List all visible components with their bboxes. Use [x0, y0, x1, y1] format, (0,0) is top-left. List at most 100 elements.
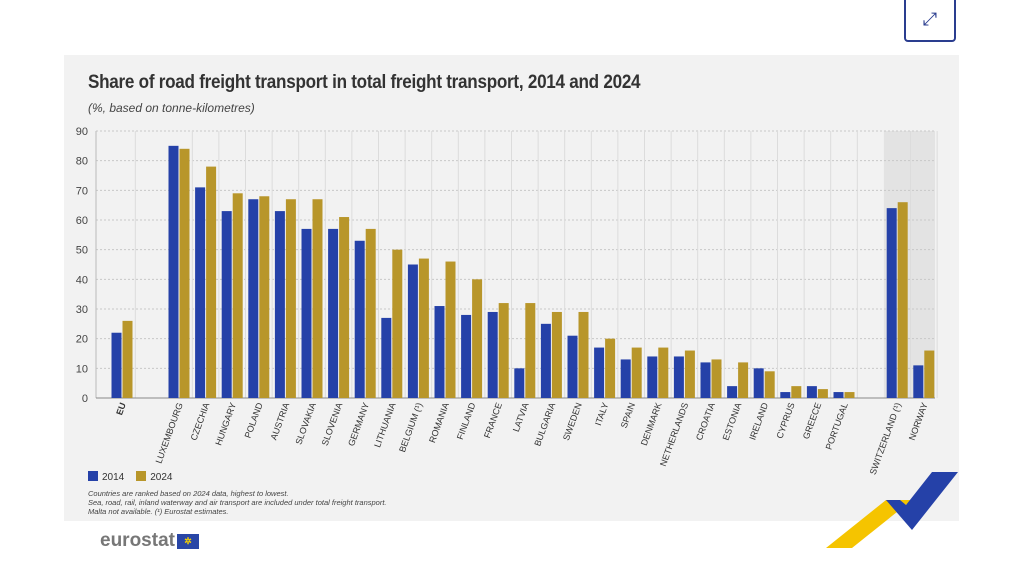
- bar-2024-netherlands: [684, 350, 695, 398]
- note: Malta not available. (¹) Eurostat estima…: [88, 507, 229, 516]
- x-tick-label: GREECE: [801, 401, 823, 440]
- bar-2014-luxembourg: [168, 145, 179, 398]
- x-tick-label: CROATIA: [694, 401, 717, 441]
- bar-2024-portugal: [844, 392, 855, 398]
- bar-2014-norway: [913, 365, 924, 398]
- bar-2024-germany: [365, 228, 376, 398]
- bar-2014-switzerland: [886, 208, 897, 398]
- bar-2024-norway: [924, 350, 935, 398]
- y-tick-label: 0: [82, 393, 88, 405]
- x-tick-label: IRELAND: [747, 401, 770, 442]
- bar-2024-austria: [285, 199, 296, 398]
- x-tick-label: PORTUGAL: [824, 401, 850, 451]
- x-tick-label: EU: [114, 401, 128, 416]
- bar-2024-sweden: [578, 311, 589, 398]
- y-tick-label: 80: [76, 156, 88, 168]
- x-tick-label: SWEDEN: [561, 401, 584, 442]
- bar-2024-romania: [445, 261, 456, 398]
- bar-2014-cyprus: [780, 392, 791, 398]
- chart-title: Share of road freight transport in total…: [88, 72, 641, 93]
- bar-2014-croatia: [700, 362, 711, 398]
- x-tick-label: SLOVAKIA: [293, 401, 317, 446]
- bar-2014-sweden: [567, 335, 578, 398]
- bar-2024-bulgaria: [551, 311, 562, 398]
- x-tick-label: ITALY: [593, 401, 610, 427]
- bar-2014-lithuania: [381, 317, 392, 398]
- x-tick-label: CYPRUS: [774, 401, 796, 440]
- bar-2014-france: [487, 311, 498, 398]
- x-tick-label: HUNGARY: [213, 401, 238, 447]
- y-tick-label: 50: [76, 245, 88, 257]
- legend: 2014 2024: [88, 471, 173, 483]
- bar-2014-belgium: [407, 264, 418, 398]
- bar-2014-latvia: [514, 368, 525, 398]
- x-tick-label: POLAND: [243, 401, 265, 440]
- note: Sea, road, rail, inland waterway and air…: [88, 498, 387, 507]
- bar-2014-bulgaria: [540, 323, 551, 398]
- bar-2024-italy: [605, 338, 616, 398]
- bar-2014-austria: [274, 211, 285, 398]
- y-tick-label: 60: [76, 215, 88, 227]
- bar-2014-spain: [620, 359, 631, 398]
- bar-2014-slovakia: [301, 228, 312, 398]
- x-tick-label: SLOVENIA: [320, 401, 345, 447]
- bar-2024-slovenia: [339, 217, 350, 398]
- x-tick-label: CZECHIA: [189, 401, 212, 442]
- bar-2024-luxembourg: [179, 148, 190, 398]
- bar-2024-spain: [631, 347, 642, 398]
- y-tick-label: 40: [76, 274, 88, 286]
- x-tick-label: LATVIA: [511, 401, 531, 433]
- x-tick-label: NETHERLANDS: [658, 401, 690, 467]
- eu-flag-icon: ✲: [176, 533, 199, 549]
- y-tick-label: 90: [76, 126, 88, 138]
- bar-2014-eu: [111, 332, 122, 398]
- y-tick-label: 30: [76, 304, 88, 316]
- x-tick-label: NORWAY: [907, 401, 930, 441]
- bar-2014-denmark: [647, 356, 658, 398]
- bar-2024-denmark: [658, 347, 669, 398]
- x-tick-label: ESTONIA: [721, 401, 744, 441]
- x-tick-label: GERMANY: [346, 401, 371, 447]
- bar-2014-slovenia: [328, 228, 339, 398]
- bar-2014-poland: [248, 199, 259, 398]
- bar-2024-estonia: [738, 362, 749, 398]
- bar-2024-france: [498, 303, 509, 398]
- y-tick-label: 10: [76, 363, 88, 375]
- x-tick-label: DENMARK: [639, 401, 664, 447]
- eurostat-logo: eurostat ✲: [100, 530, 199, 552]
- x-tick-label: AUSTRIA: [269, 401, 292, 441]
- bar-2024-ireland: [764, 371, 775, 398]
- expand-icon: ⤢: [922, 8, 938, 29]
- bar-2024-cyprus: [791, 386, 802, 398]
- bar-2014-portugal: [833, 392, 844, 398]
- x-tick-label: FRANCE: [482, 401, 504, 439]
- bar-2014-italy: [594, 347, 605, 398]
- x-tick-label: FINLAND: [455, 401, 478, 441]
- bar-2024-switzerland: [897, 202, 908, 398]
- bar-2024-slovakia: [312, 199, 323, 398]
- bar-2024-croatia: [711, 359, 722, 398]
- bar-2024-finland: [472, 279, 483, 398]
- bar-2014-romania: [434, 306, 445, 398]
- legend-item-2014: 2014: [88, 471, 124, 483]
- bar-2014-greece: [806, 386, 817, 398]
- bar-2024-greece: [817, 389, 828, 398]
- bar-2024-latvia: [525, 303, 536, 398]
- bar-2014-hungary: [221, 211, 232, 398]
- legend-item-2024: 2024: [136, 471, 173, 483]
- expand-button[interactable]: ⤢: [904, 0, 956, 42]
- bar-2014-czechia: [195, 187, 206, 398]
- x-tick-label: ROMANIA: [427, 401, 451, 444]
- x-tick-label: BELGIUM (¹): [397, 401, 424, 453]
- bar-2024-hungary: [232, 193, 243, 398]
- x-tick-label: LITHUANIA: [372, 401, 397, 449]
- bar-2024-belgium: [418, 258, 429, 398]
- bar-2014-ireland: [753, 368, 764, 398]
- bar-2014-finland: [461, 314, 472, 398]
- bar-2014-estonia: [727, 386, 738, 398]
- x-tick-label: SPAIN: [619, 401, 637, 429]
- x-tick-label: BULGARIA: [532, 401, 557, 447]
- chart-subtitle: (%, based on tonne-kilometres): [88, 101, 255, 115]
- chart-notes: Countries are ranked based on 2024 data,…: [88, 489, 387, 516]
